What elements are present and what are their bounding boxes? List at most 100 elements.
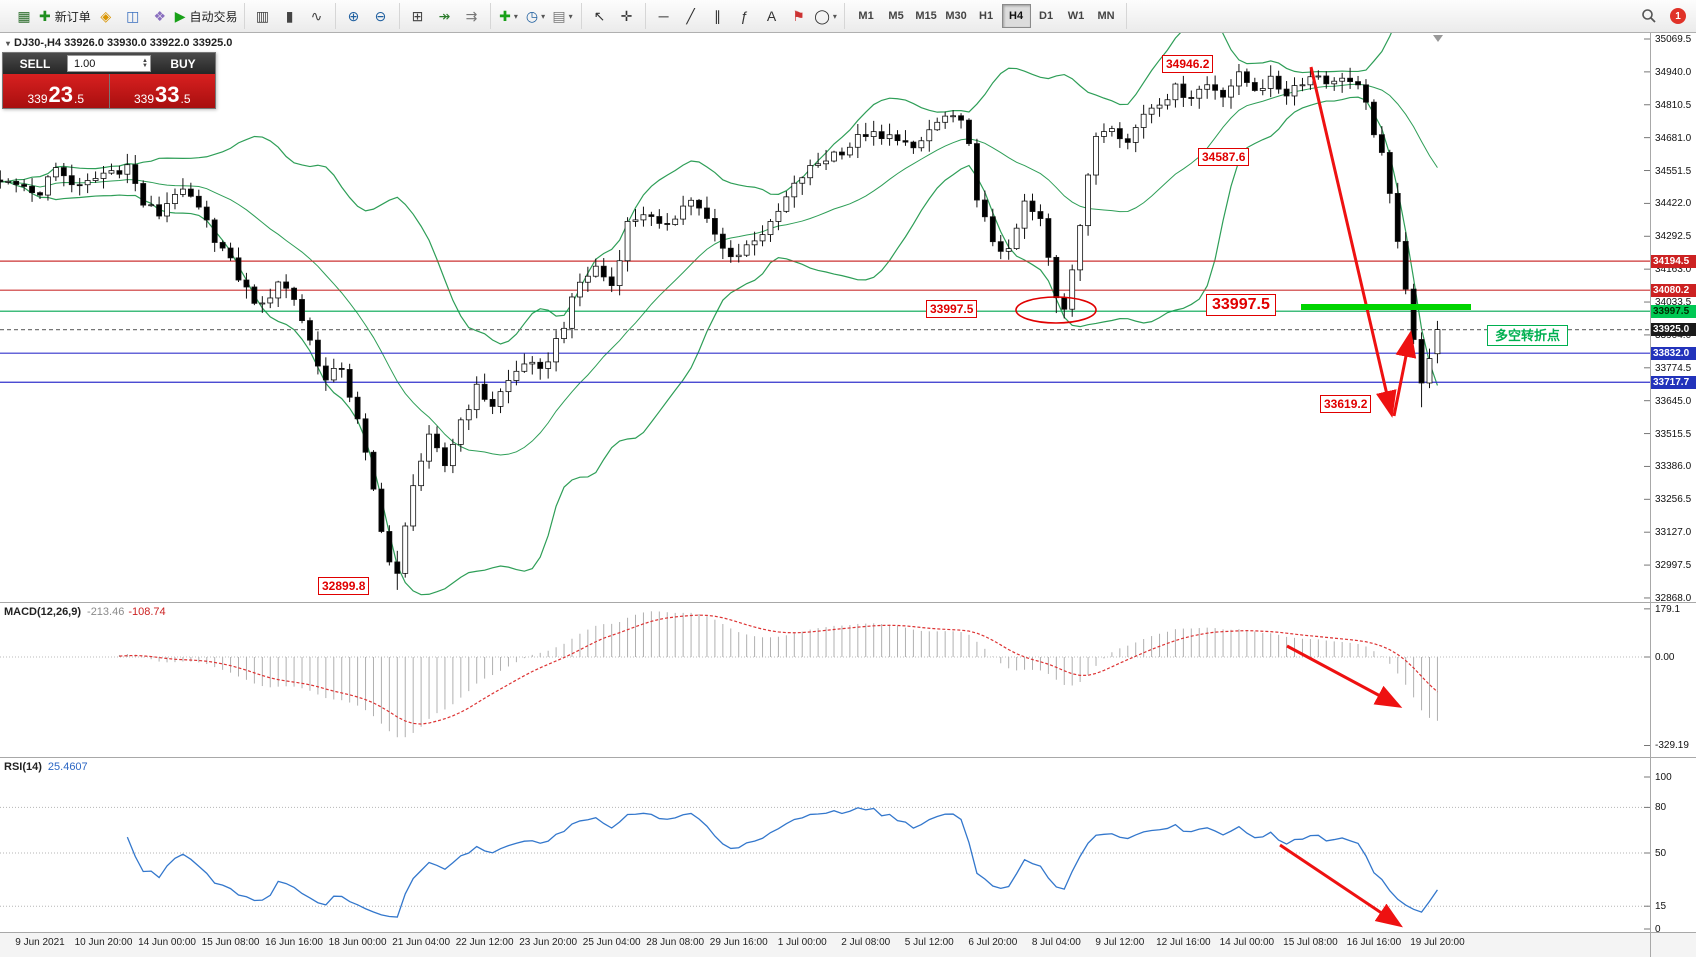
- buy-button[interactable]: BUY: [170, 56, 196, 71]
- price-tick-label: 34292.5: [1655, 231, 1692, 243]
- candlestick-mode-button[interactable]: ▮: [277, 3, 303, 29]
- periods-button[interactable]: ◷ ▾: [523, 3, 549, 29]
- trend-arrow[interactable]: [1309, 66, 1397, 418]
- timeframe-w1-button[interactable]: W1: [1067, 10, 1085, 22]
- time-axis-separator: [0, 932, 1696, 933]
- chart-price-annotation[interactable]: 33997.5: [926, 300, 978, 318]
- new-chart-button[interactable]: ▦: [11, 3, 37, 29]
- price-tick-label: 34551.5: [1655, 165, 1692, 177]
- spin-up-icon[interactable]: ▲: [142, 57, 148, 64]
- indicators-button[interactable]: ✚ ▾: [496, 3, 522, 29]
- chart-price-annotation[interactable]: 34946.2: [1162, 55, 1214, 73]
- navigator-button[interactable]: ❖: [147, 3, 173, 29]
- market-watch-icon: ◈: [100, 8, 112, 24]
- timeframe-d1-button[interactable]: D1: [1039, 10, 1054, 22]
- tile-windows-button[interactable]: ⊞: [405, 3, 431, 29]
- bollinger-lower-band[interactable]: [0, 96, 1439, 596]
- chart-price-annotation[interactable]: 32899.8: [318, 577, 370, 595]
- price-level-flag: 34194.5: [1651, 254, 1696, 268]
- templates-button[interactable]: ▤ ▾: [550, 3, 576, 29]
- equidistant-channel-button[interactable]: ∥: [705, 3, 731, 29]
- chart-shift-button[interactable]: ⇉: [459, 3, 485, 29]
- search-icon: [1642, 9, 1656, 23]
- sell-price-button[interactable]: 339 23.5: [3, 74, 109, 108]
- price-tick-label: 32868.0: [1655, 592, 1692, 604]
- notification-badge[interactable]: 1: [1670, 8, 1686, 24]
- timeframe-h4-button[interactable]: H4: [1001, 4, 1031, 28]
- one-click-header: SELL 1.00 ▲ ▼ BUY: [3, 53, 215, 74]
- trend-arrow[interactable]: [1392, 330, 1417, 417]
- data-window-button[interactable]: ◫: [120, 3, 146, 29]
- highlight-ellipse: [1015, 296, 1097, 324]
- toolbar-group: ↖ ✛: [582, 3, 646, 29]
- chart-shift-marker[interactable]: [1433, 35, 1443, 42]
- price-axis-separator: [1650, 33, 1651, 957]
- time-axis[interactable]: 9 Jun 2021 10 Jun 20:00 14 Jun 00:00 15 Jun…: [0, 933, 1696, 957]
- fibonacci-button[interactable]: ƒ: [732, 3, 758, 29]
- spin-down-icon[interactable]: ▼: [142, 62, 148, 69]
- macd-panel-separator[interactable]: [0, 602, 1696, 603]
- trend-line-button[interactable]: ╱: [678, 3, 704, 29]
- timeframe-toolbar: M1 M5 M15 M30 H1 H4 D1 W1 MN: [847, 3, 1127, 29]
- cursor-button[interactable]: ↖: [587, 3, 613, 29]
- volume-spinner[interactable]: ▲ ▼: [142, 57, 148, 69]
- rsi-panel-separator[interactable]: [0, 757, 1696, 758]
- sell-button[interactable]: SELL: [19, 56, 51, 71]
- chart-price-annotation[interactable]: 33997.5: [1206, 294, 1276, 316]
- shapes-button[interactable]: ◯ ▾: [813, 3, 839, 29]
- timeframe-m30-button[interactable]: M30: [945, 10, 967, 22]
- auto-trading-label: 自动交易: [189, 9, 238, 24]
- auto-scroll-button[interactable]: ↠: [432, 3, 458, 29]
- volume-input[interactable]: 1.00 ▲ ▼: [67, 55, 151, 72]
- time-axis-label: 19 Jul 20:00: [1410, 937, 1465, 948]
- zoom-out-button[interactable]: ⊖: [368, 3, 394, 29]
- time-axis-label: 5 Jul 12:00: [904, 937, 954, 948]
- horizontal-line-button[interactable]: ─: [651, 3, 677, 29]
- time-axis-label: 9 Jul 12:00: [1095, 937, 1145, 948]
- new-order-label: 新订单: [54, 9, 91, 24]
- chart-price-annotation[interactable]: 33619.2: [1320, 395, 1372, 413]
- time-axis-label: 12 Jul 16:00: [1156, 937, 1211, 948]
- navigator-icon: ❖: [153, 8, 167, 24]
- bollinger-upper-band[interactable]: [0, 33, 1437, 345]
- bollinger-middle-band[interactable]: [0, 83, 1438, 456]
- chart-price-annotation[interactable]: 34587.6: [1198, 148, 1250, 166]
- crosshair-button[interactable]: ✛: [614, 3, 640, 29]
- timeframe-m15-button[interactable]: M15: [915, 10, 937, 22]
- rsi-scale-label: 80: [1655, 802, 1667, 814]
- timeframe-mn-button[interactable]: MN: [1097, 10, 1115, 22]
- price-tick-label: 33386.0: [1655, 461, 1692, 473]
- candlestick-chart[interactable]: [0, 33, 1650, 602]
- rsi-indicator-chart[interactable]: [0, 757, 1650, 932]
- price-level-flag: 33717.7: [1651, 375, 1696, 389]
- buy-price-button[interactable]: 339 33.5: [109, 74, 215, 108]
- price-tick-label: 33256.5: [1655, 494, 1692, 506]
- arrow-label-button[interactable]: ⚑: [786, 3, 812, 29]
- timeframe-m5-button[interactable]: M5: [888, 10, 904, 22]
- price-tick-label: 34940.0: [1655, 66, 1692, 78]
- price-tick-label: 34163.0: [1655, 264, 1692, 276]
- cursor-icon: ↖: [593, 8, 606, 24]
- timeframe-h1-button[interactable]: H1: [979, 10, 994, 22]
- turning-point-annotation[interactable]: 多空转折点: [1487, 325, 1569, 346]
- zoom-in-button[interactable]: ⊕: [341, 3, 367, 29]
- price-tick-label: 33515.5: [1655, 428, 1692, 440]
- text-button[interactable]: A: [759, 3, 785, 29]
- time-axis-label: 21 Jun 04:00: [392, 937, 451, 948]
- time-axis-label: 28 Jun 08:00: [646, 937, 705, 948]
- buy-price-suffix: .5: [180, 92, 191, 106]
- buy-price-prefix: 339: [133, 92, 155, 106]
- line-chart-mode-button[interactable]: ∿: [304, 3, 330, 29]
- price-level-flag: 34080.2: [1651, 283, 1696, 297]
- toolbar-group: ⊞ ↠ ⇉: [400, 3, 491, 29]
- search-button[interactable]: [1636, 3, 1662, 29]
- market-watch-button[interactable]: ◈: [93, 3, 119, 29]
- timeframe-m1-button[interactable]: M1: [858, 10, 874, 22]
- new-order-button[interactable]: ✚ 新订单: [38, 3, 92, 29]
- auto-trading-button[interactable]: ▶ 自动交易: [174, 3, 239, 29]
- time-axis-label: 16 Jun 16:00: [265, 937, 323, 948]
- macd-indicator-chart[interactable]: [0, 602, 1650, 757]
- bar-chart-mode-button[interactable]: ▥: [250, 3, 276, 29]
- support-highlight-bar[interactable]: [1301, 304, 1471, 310]
- zoom-in-icon: ⊕: [347, 8, 360, 24]
